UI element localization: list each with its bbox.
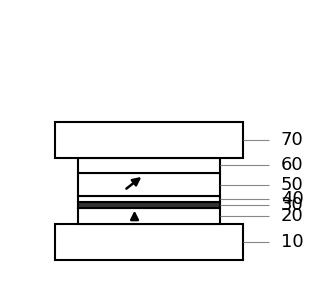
Text: 30: 30 — [281, 196, 303, 214]
Bar — [78, 202, 220, 208]
Text: 10: 10 — [281, 233, 303, 251]
Text: 70: 70 — [281, 131, 303, 148]
Bar — [55, 224, 243, 260]
Bar — [78, 158, 220, 173]
Text: 40: 40 — [281, 190, 303, 208]
Bar — [55, 122, 243, 158]
Bar — [78, 196, 220, 202]
Bar — [78, 208, 220, 224]
Text: 20: 20 — [281, 207, 303, 225]
Bar — [78, 173, 220, 196]
Text: 60: 60 — [281, 156, 303, 174]
Text: 50: 50 — [281, 175, 303, 194]
